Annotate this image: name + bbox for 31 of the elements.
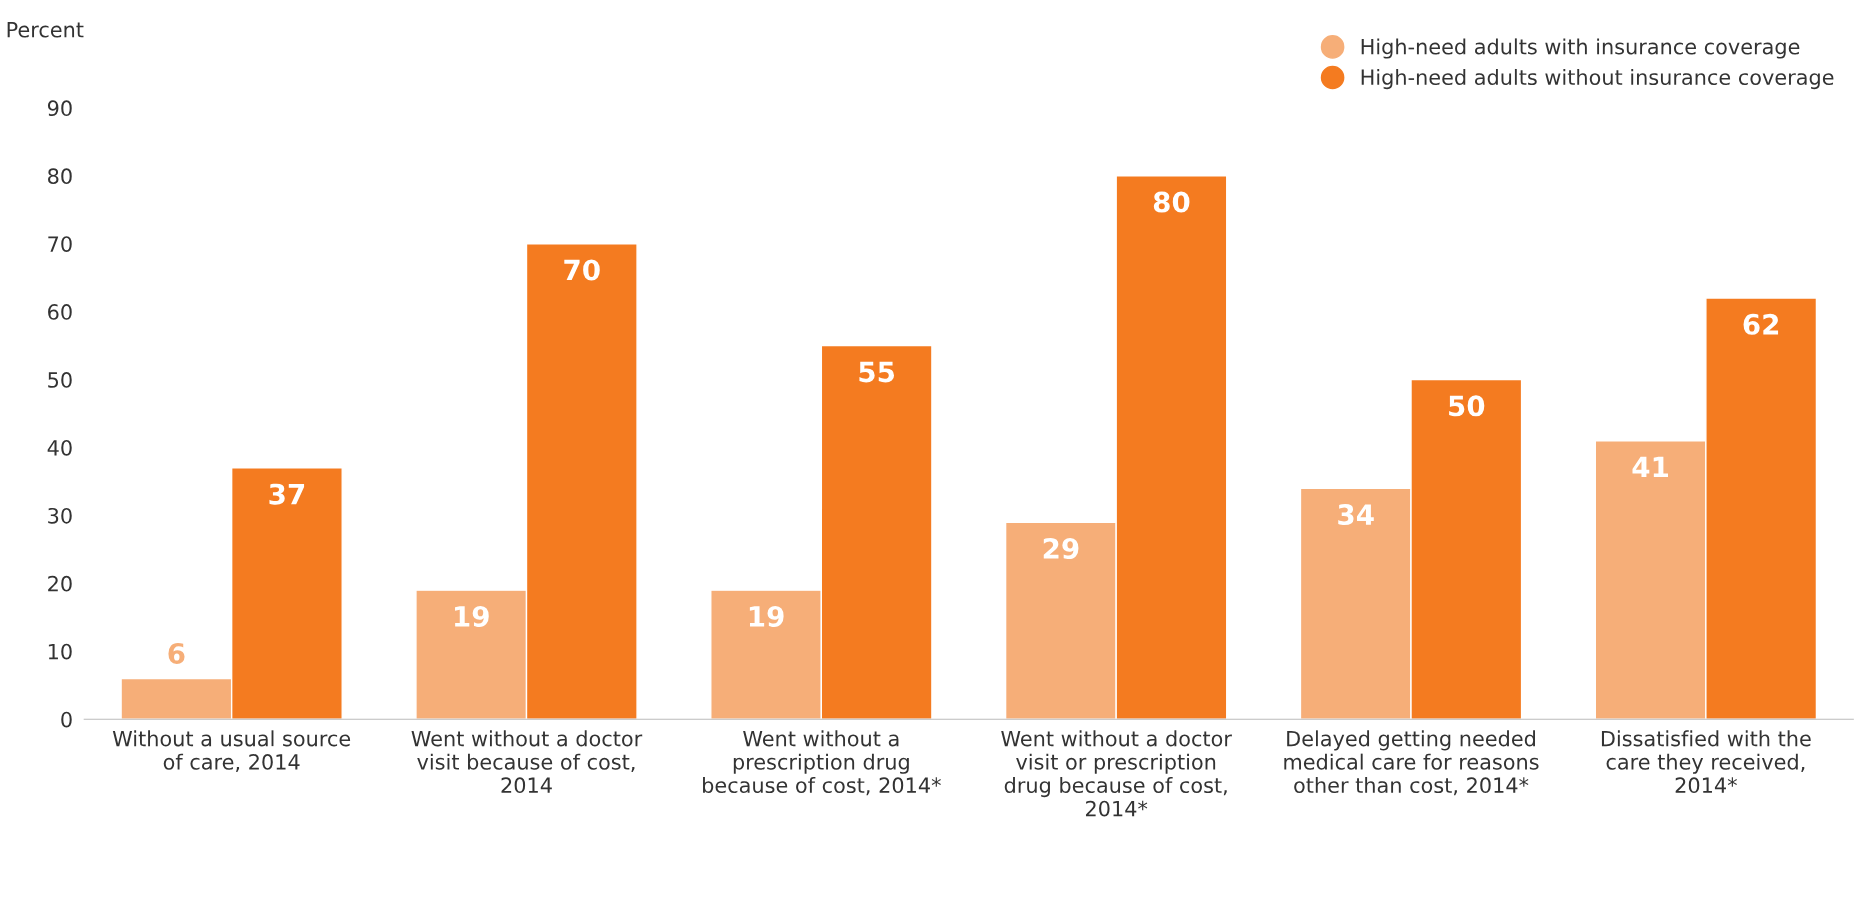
y-tick-label: 30 [48, 507, 72, 524]
data-label: 19 [749, 605, 784, 627]
x-tick-label: Went without a doctor visit or prescription drug because of cost, 2014* [1001, 730, 1232, 817]
y-tick-label: 10 [48, 643, 72, 660]
data-label: 50 [1449, 395, 1485, 417]
data-label: 80 [1153, 191, 1190, 213]
data-label: 37 [269, 483, 305, 505]
y-tick-label: 20 [48, 575, 72, 592]
data-label: 62 [1743, 313, 1779, 335]
legend-label: High-need adults with insurance coverage [1361, 38, 1800, 59]
y-tick-label: 40 [47, 439, 72, 456]
y-tick-label: 50 [48, 372, 72, 388]
y-tick-label: 60 [48, 304, 72, 320]
y-tick-label: 0 [61, 711, 72, 728]
y-tick-label: 80 [48, 168, 72, 185]
data-label: 29 [1043, 537, 1079, 559]
x-tick-label: Dissatisfied with the care they received, 2014* [1601, 730, 1811, 794]
y-tick-label: 70 [48, 236, 72, 252]
y-tick-label: 90 [47, 100, 72, 117]
x-tick-label: Went without a prescription drug because of cost, 2014* [703, 730, 941, 796]
x-tick-label: Went without a doctor visit because of cost, 2014 [411, 730, 643, 794]
data-label: 55 [859, 361, 895, 383]
data-label: 34 [1338, 504, 1374, 526]
data-label: 6 [168, 642, 185, 664]
x-tick-label: Without a usual source of care, 2014 [112, 730, 351, 772]
data-label: 70 [564, 259, 600, 281]
legend-label: High-need adults without insurance coverage [1361, 68, 1834, 90]
y-axis-title: Percent [7, 22, 84, 38]
data-label: 19 [455, 605, 489, 627]
data-label: 41 [1632, 456, 1668, 478]
x-tick-label: Delayed getting needed medical care for reasons other than cost, 2014* [1284, 730, 1539, 796]
